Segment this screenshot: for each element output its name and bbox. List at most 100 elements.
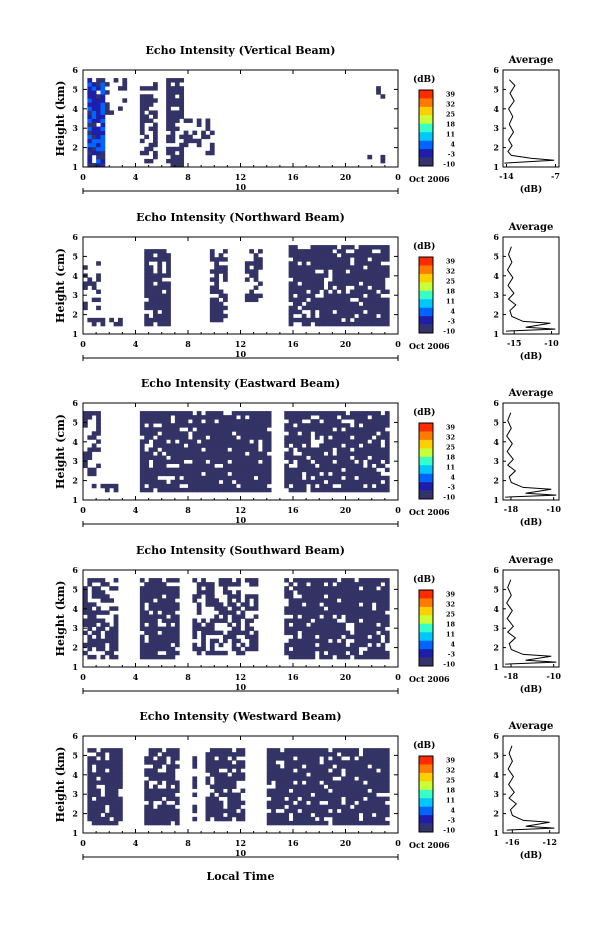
echo-cell <box>363 285 368 290</box>
echo-cell <box>223 459 228 465</box>
echo-cell <box>201 483 206 489</box>
echo-cell <box>345 780 351 785</box>
echo-cell <box>354 784 360 789</box>
echo-cell <box>297 455 303 460</box>
echo-cell <box>227 808 233 814</box>
echo-cell <box>371 277 377 282</box>
echo-cell <box>223 780 228 785</box>
echo-cell <box>223 455 228 460</box>
echo-cell <box>336 626 342 632</box>
echo-cell <box>96 78 101 83</box>
echo-cell <box>231 626 237 632</box>
echo-cell <box>371 427 377 432</box>
echo-cell <box>240 463 246 469</box>
echo-cell <box>319 475 325 481</box>
echo-cell <box>153 638 158 644</box>
echo-cell <box>104 594 110 599</box>
echo-cell <box>288 800 294 806</box>
echo-cell <box>349 784 355 789</box>
echo-cell <box>354 622 360 627</box>
echo-cell <box>100 78 106 83</box>
echo-cell <box>87 106 93 111</box>
echo-cell <box>161 463 167 469</box>
echo-cell <box>144 281 150 286</box>
echo-cell <box>284 415 290 420</box>
echo-cell <box>323 301 329 307</box>
echo-cell <box>279 756 285 761</box>
avg-y-tick-label: 5 <box>493 417 499 427</box>
echo-cell <box>223 269 228 274</box>
echo-cell <box>306 459 311 465</box>
echo-cell <box>363 249 368 254</box>
echo-cell <box>319 634 325 640</box>
echo-cell <box>341 808 346 814</box>
echo-cell <box>153 582 158 587</box>
echo-cell <box>87 772 93 777</box>
echo-cell <box>227 792 233 798</box>
echo-cell <box>376 638 381 644</box>
echo-cell <box>196 483 202 489</box>
echo-cell <box>332 431 338 436</box>
echo-cell <box>323 820 329 826</box>
echo-cell <box>297 606 303 611</box>
echo-cell <box>288 606 294 611</box>
echo-cell <box>100 646 106 652</box>
echo-cell <box>380 772 386 777</box>
echo-cell <box>345 602 351 607</box>
echo-cell <box>170 102 176 107</box>
echo-cell <box>209 297 215 303</box>
panel-title: Echo Intensity (Northward Beam) <box>136 211 345 224</box>
echo-cell <box>279 816 285 822</box>
echo-cell <box>170 427 176 432</box>
echo-cell <box>205 451 211 456</box>
echo-cell <box>223 808 228 814</box>
echo-cell <box>380 475 386 481</box>
echo-cell <box>349 816 355 822</box>
colorbar-swatch <box>419 149 433 158</box>
echo-cell <box>109 650 115 656</box>
echo-cell <box>284 816 290 822</box>
echo-cell <box>244 277 250 282</box>
echo-cell <box>306 638 311 644</box>
echo-cell <box>166 94 171 99</box>
echo-cell <box>367 475 373 481</box>
echo-cell <box>371 439 377 444</box>
echo-cell <box>214 427 220 432</box>
echo-cell <box>301 423 307 428</box>
echo-cell <box>345 253 351 258</box>
echo-cell <box>297 447 303 452</box>
echo-cell <box>363 618 368 623</box>
echo-cell <box>153 776 158 781</box>
colorbar-title: (dB) <box>413 241 435 252</box>
echo-cell <box>332 626 338 632</box>
echo-cell <box>236 638 241 644</box>
echo-cell <box>214 435 220 440</box>
echo-cell <box>380 487 386 493</box>
echo-cell <box>293 431 298 436</box>
echo-cell <box>358 419 364 424</box>
echo-cell <box>201 630 206 636</box>
echo-cell <box>253 638 259 644</box>
echo-cell <box>166 273 171 278</box>
echo-cell <box>341 586 346 591</box>
x-tick-label: 20 <box>340 172 352 182</box>
echo-cell <box>376 483 381 489</box>
echo-cell <box>148 578 154 583</box>
echo-cell <box>157 598 163 603</box>
echo-cell <box>376 439 381 444</box>
echo-cell <box>236 411 241 416</box>
echo-cell <box>367 748 373 753</box>
echo-cell <box>144 106 150 111</box>
echo-cell <box>336 812 342 818</box>
echo-cell <box>358 321 364 327</box>
echo-cell <box>253 285 259 290</box>
echo-cell <box>297 459 303 465</box>
echo-cell <box>249 626 255 632</box>
echo-cell <box>258 471 263 477</box>
echo-cell <box>87 98 93 103</box>
echo-cell <box>91 447 97 452</box>
echo-cell <box>336 768 342 773</box>
echo-cell <box>288 638 294 644</box>
echo-cell <box>192 475 198 481</box>
echo-cell <box>376 816 381 822</box>
